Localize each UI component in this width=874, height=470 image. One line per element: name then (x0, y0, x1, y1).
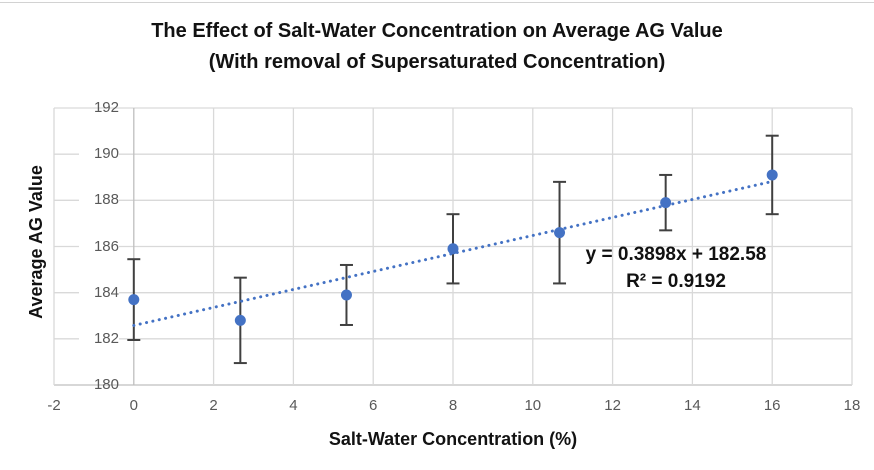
chart-top-border (0, 2, 874, 3)
x-tick-label: 8 (448, 397, 458, 414)
trendline-equation-label: y = 0.3898x + 182.58 R² = 0.9192 (536, 241, 816, 295)
x-axis-title: Salt-Water Concentration (%) (328, 429, 578, 449)
y-tick-label: 188 (79, 191, 119, 210)
data-point-marker (128, 294, 140, 306)
x-tick-label: -2 (47, 397, 61, 414)
x-tick-label: 14 (684, 397, 701, 414)
data-point-marker (660, 197, 672, 209)
x-tick-label: 16 (763, 397, 781, 414)
equation-line: y = 0.3898x + 182.58 (585, 244, 767, 265)
y-tick-label: 192 (93, 99, 119, 116)
y-tick-label: 186 (79, 237, 119, 256)
chart-title: The Effect of Salt-Water Concentration o… (0, 16, 874, 78)
chart-title-line1: The Effect of Salt-Water Concentration o… (151, 20, 723, 42)
data-point-marker (554, 227, 566, 239)
data-point-marker (234, 314, 246, 326)
y-tick-label: 180 (93, 376, 119, 393)
x-tick-label: 10 (524, 397, 542, 414)
x-tick-label: 2 (209, 397, 218, 414)
y-tick-label: 184 (79, 283, 119, 302)
y-tick-label: 190 (79, 145, 119, 164)
data-point-marker (340, 289, 352, 301)
y-axis-title: Average AG Value (26, 165, 46, 319)
r-squared-line: R² = 0.9192 (626, 271, 726, 292)
x-tick-label: 0 (129, 397, 138, 414)
x-tick-label: 12 (604, 397, 621, 414)
data-point-marker (447, 243, 459, 255)
x-tick-label: 4 (289, 397, 298, 414)
data-point-marker (766, 169, 778, 181)
y-tick-label: 182 (79, 329, 119, 348)
x-tick-label: 18 (843, 397, 861, 414)
chart-title-line2: (With removal of Supersaturated Concentr… (208, 51, 666, 73)
x-tick-label: 6 (369, 397, 378, 414)
